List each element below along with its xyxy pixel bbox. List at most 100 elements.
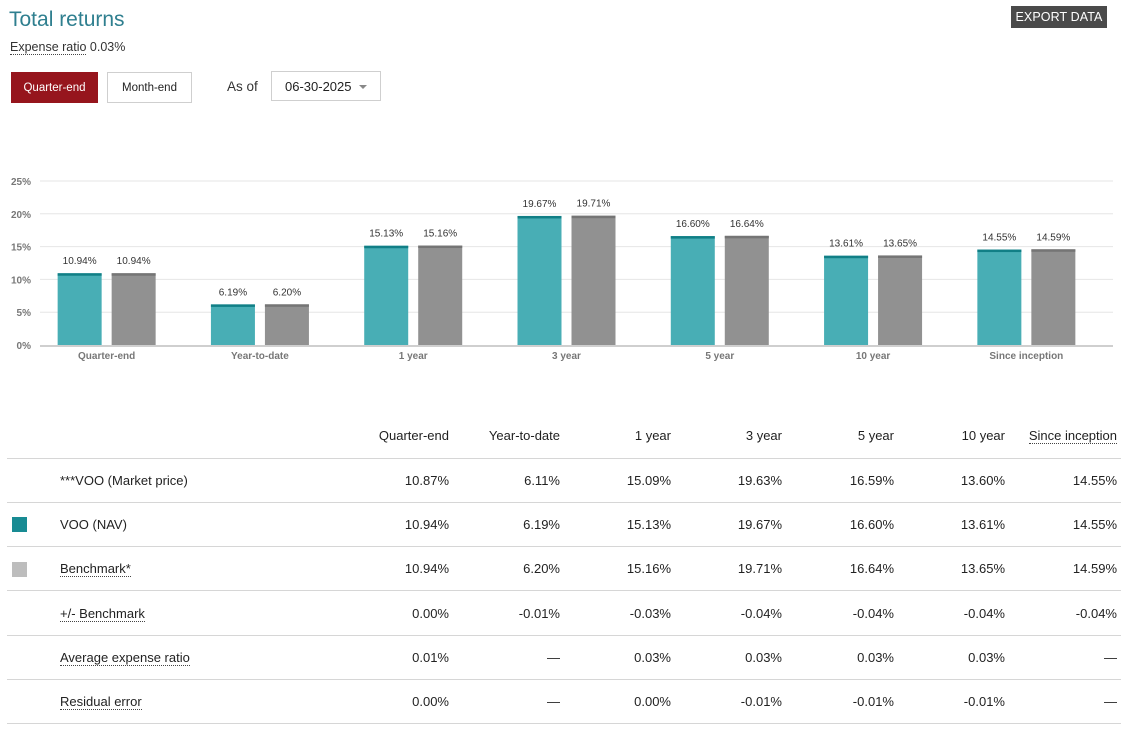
export-data-button[interactable]: EXPORT DATA bbox=[1011, 6, 1107, 28]
bar-nav bbox=[670, 236, 715, 345]
cell: -0.04% bbox=[1009, 590, 1121, 636]
cell: 16.59% bbox=[786, 458, 898, 503]
expense-ratio-label[interactable]: Expense ratio bbox=[10, 40, 87, 55]
row-swatch-empty bbox=[7, 635, 60, 680]
bar-cap bbox=[670, 236, 715, 239]
bar-cap bbox=[571, 215, 616, 219]
col-header-10-year: 10 year bbox=[898, 414, 1009, 459]
month-end-button[interactable]: Month-end bbox=[107, 72, 192, 103]
col-header-5-year: 5 year bbox=[786, 414, 898, 459]
bar-benchmark bbox=[1031, 249, 1076, 345]
bar-cap bbox=[517, 215, 562, 219]
cell: -0.01% bbox=[898, 679, 1009, 725]
row-swatch-empty bbox=[7, 458, 60, 503]
returns-bar-chart: 0% 5% 10% 15% 20% 25% 10.94% 10.94% Quarter-end 6… bbox=[11, 177, 1113, 362]
col-header-3-year: 3 year bbox=[675, 414, 786, 459]
bar-nav bbox=[210, 304, 255, 345]
cell: -0.03% bbox=[564, 590, 675, 636]
bar-benchmark bbox=[418, 245, 463, 345]
cell: -0.01% bbox=[786, 679, 898, 725]
bar-nav bbox=[824, 255, 869, 345]
bar-cap bbox=[210, 304, 255, 307]
plus-minus-benchmark-link[interactable]: +/- Benchmark bbox=[60, 605, 145, 622]
benchmark-link[interactable]: Benchmark* bbox=[60, 561, 131, 578]
x-tick-label: Quarter-end bbox=[78, 351, 135, 362]
row-swatch bbox=[7, 502, 60, 548]
benchmark-legend-swatch bbox=[12, 561, 27, 577]
cell: — bbox=[453, 635, 564, 680]
data-label: 13.61% bbox=[829, 239, 863, 250]
cell: 13.61% bbox=[898, 502, 1009, 548]
row-label: VOO (NAV) bbox=[60, 502, 360, 548]
row-label: Residual error bbox=[60, 679, 360, 725]
cell: -0.04% bbox=[675, 590, 786, 636]
nav-legend-swatch bbox=[12, 517, 27, 533]
quarter-end-button[interactable]: Quarter-end bbox=[11, 72, 98, 103]
as-of-date-value: 06-30-2025 bbox=[285, 78, 352, 94]
bar-cap bbox=[977, 249, 1022, 253]
row-swatch bbox=[7, 546, 60, 592]
since-inception-header-label[interactable]: Since inception bbox=[1028, 428, 1117, 445]
data-label: 14.55% bbox=[982, 233, 1016, 244]
chart-labels: 0% 5% 10% 15% 20% 25% 10.94% 10.94% Quarter-end 6… bbox=[11, 177, 1070, 362]
data-label: 6.20% bbox=[273, 287, 301, 298]
row-label: Benchmark* bbox=[60, 546, 360, 592]
cell: 0.00% bbox=[564, 679, 675, 725]
cell: 15.13% bbox=[564, 502, 675, 548]
page-title: Total returns bbox=[9, 8, 125, 31]
cell: 10.87% bbox=[360, 458, 453, 503]
cell: 0.03% bbox=[675, 635, 786, 680]
data-label: 10.94% bbox=[63, 256, 97, 267]
row-swatch-empty bbox=[7, 590, 60, 636]
col-header-since-inception[interactable]: Since inception bbox=[1009, 414, 1121, 459]
cell: 15.16% bbox=[564, 546, 675, 592]
table-row: Average expense ratio 0.01% — 0.03% 0.03… bbox=[7, 635, 1121, 680]
bar-nav bbox=[57, 273, 102, 345]
table-row: ***VOO (Market price) 10.87% 6.11% 15.09… bbox=[7, 458, 1121, 503]
cell: — bbox=[1009, 679, 1121, 725]
cell: 13.60% bbox=[898, 458, 1009, 503]
as-of-label: As of bbox=[227, 79, 258, 94]
cell: -0.01% bbox=[453, 590, 564, 636]
cell: 0.00% bbox=[360, 590, 453, 636]
cell: 14.59% bbox=[1009, 546, 1121, 592]
bar-cap bbox=[364, 245, 409, 249]
bar-cap bbox=[418, 245, 463, 249]
x-tick-label: 1 year bbox=[399, 351, 428, 362]
cell: 16.64% bbox=[786, 546, 898, 592]
bar-nav bbox=[517, 215, 562, 345]
cell: 0.03% bbox=[786, 635, 898, 680]
bar-nav bbox=[977, 249, 1022, 345]
table-row: VOO (NAV) 10.94% 6.19% 15.13% 19.67% 16.… bbox=[7, 502, 1121, 548]
table-header-label bbox=[60, 414, 360, 459]
as-of-date-select[interactable]: 06-30-2025 bbox=[271, 71, 381, 101]
cell: -0.04% bbox=[786, 590, 898, 636]
cell: 14.55% bbox=[1009, 502, 1121, 548]
table-header-swatch bbox=[7, 414, 60, 459]
bar-cap bbox=[57, 273, 102, 276]
col-header-1-year: 1 year bbox=[564, 414, 675, 459]
data-label: 15.16% bbox=[423, 229, 457, 240]
cell: 10.94% bbox=[360, 546, 453, 592]
bar-nav bbox=[364, 245, 409, 345]
table-row: Benchmark* 10.94% 6.20% 15.16% 19.71% 16… bbox=[7, 546, 1121, 592]
cell: 19.67% bbox=[675, 502, 786, 548]
residual-error-link[interactable]: Residual error bbox=[60, 694, 142, 711]
table-header-row: Quarter-end Year-to-date 1 year 3 year 5… bbox=[7, 414, 1121, 459]
cell: 13.65% bbox=[898, 546, 1009, 592]
bar-benchmark bbox=[571, 215, 616, 345]
cell: 0.03% bbox=[898, 635, 1009, 680]
x-tick-label: 3 year bbox=[552, 351, 581, 362]
row-label: ***VOO (Market price) bbox=[60, 458, 360, 503]
y-tick-label: 25% bbox=[11, 177, 31, 188]
average-expense-ratio-link[interactable]: Average expense ratio bbox=[60, 649, 190, 666]
row-label: +/- Benchmark bbox=[60, 590, 360, 636]
data-label: 10.94% bbox=[117, 256, 151, 267]
col-header-year-to-date: Year-to-date bbox=[453, 414, 564, 459]
cell: 0.01% bbox=[360, 635, 453, 680]
row-label: Average expense ratio bbox=[60, 635, 360, 680]
chevron-down-icon bbox=[359, 85, 367, 89]
bar-cap bbox=[824, 255, 869, 259]
cell: -0.04% bbox=[898, 590, 1009, 636]
cell: 19.63% bbox=[675, 458, 786, 503]
